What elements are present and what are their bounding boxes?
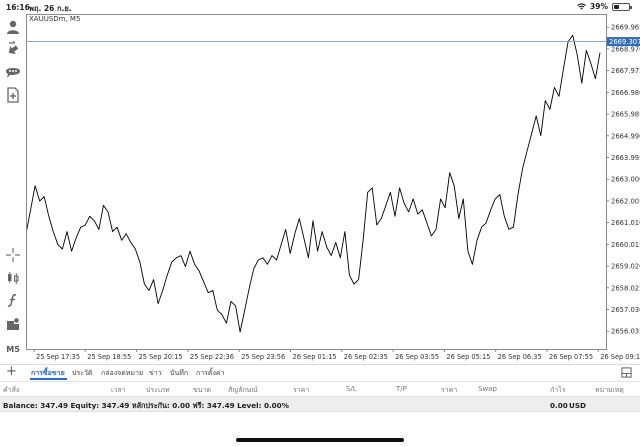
x-tick-label: 25 Sep 18:55 [87, 353, 131, 361]
price-chart[interactable]: 2669.965 2668.970 2667.975 2666.980 2665.985… [25, 14, 640, 364]
y-tick-label: 2660.015 [611, 241, 640, 249]
y-tick-label: 2658.025 [611, 284, 640, 292]
col-order: คำสั่ง [3, 386, 20, 394]
x-tick-label: 26 Sep 06:35 [498, 353, 542, 361]
total-profit: 0.00 [550, 401, 568, 410]
status-time: 16:16 [6, 3, 30, 12]
current-price-label: 2669.307 [609, 38, 640, 46]
x-tick-label: 26 Sep 02:35 [344, 353, 388, 361]
crosshair-icon[interactable] [4, 246, 22, 264]
y-tick-label: 2659.020 [611, 263, 640, 271]
y-axis: 2669.965 2668.970 2667.975 2666.980 2665.985… [606, 24, 640, 336]
col-time: เวลา [111, 386, 126, 394]
objects-icon[interactable] [4, 315, 22, 333]
col-current-price: ราคา [441, 386, 458, 394]
y-tick-label: 2661.010 [611, 219, 640, 227]
plot-frame [26, 14, 607, 350]
col-profit: กำไร [550, 386, 566, 394]
account-icon[interactable] [4, 18, 22, 36]
col-price: ราคา [293, 386, 310, 394]
orders-header: คำสั่ง เวลา ประเภท ขนาด สัญลักษณ์ ราคา S… [0, 381, 640, 395]
col-swap: Swap [478, 385, 497, 393]
wifi-icon [577, 3, 586, 10]
terminal-layout-icon[interactable] [621, 367, 632, 378]
status-bar: 16:16 พฤ. 26 ก.ย. 39% [0, 0, 640, 14]
y-tick-label: 2663.000 [611, 176, 640, 184]
x-tick-label: 26 Sep 07:55 [549, 353, 593, 361]
y-tick-label: 2667.975 [611, 67, 640, 75]
col-type: ประเภท [146, 386, 170, 394]
x-tick-label: 25 Sep 17:35 [36, 353, 80, 361]
y-tick-label: 2662.005 [611, 197, 640, 205]
y-tick-label: 2669.965 [611, 24, 640, 32]
function-icon[interactable] [4, 292, 22, 310]
y-tick-label: 2657.030 [611, 306, 640, 314]
y-tick-label: 2664.990 [611, 132, 640, 140]
chart-canvas[interactable]: 2669.965 2668.970 2667.975 2666.980 2665.985… [25, 14, 640, 364]
tab-history[interactable]: ประวัติ [72, 369, 93, 377]
x-tick-label: 25 Sep 23:56 [241, 353, 285, 361]
left-toolbar: M5 [0, 14, 26, 359]
y-tick-label: 2668.970 [611, 45, 640, 53]
col-tp: T/P [396, 385, 407, 393]
status-date: พฤ. 26 ก.ย. [29, 4, 72, 13]
status-right: 39% [577, 2, 632, 11]
battery-fill [614, 4, 620, 9]
account-currency: USD [569, 401, 586, 410]
current-price-group: 2669.307 [26, 37, 640, 47]
balance-text: Balance: 347.49 Equity: 347.49 หลักประกั… [3, 401, 289, 410]
col-volume: ขนาด [193, 386, 212, 394]
add-icon[interactable]: + [6, 364, 17, 379]
tab-news[interactable]: ข่าว [149, 369, 162, 377]
balance-row: Balance: 347.49 Equity: 347.49 หลักประกั… [0, 396, 640, 412]
y-tick-label: 2666.980 [611, 89, 640, 97]
home-indicator [236, 438, 404, 442]
x-tick-label: 25 Sep 20:15 [139, 353, 183, 361]
col-symbol: สัญลักษณ์ [228, 386, 258, 394]
series-group [25, 34, 601, 333]
col-sl: S/L [346, 385, 357, 393]
add-chart-icon[interactable] [4, 86, 22, 104]
current-price-tag [607, 37, 640, 47]
tab-trade[interactable]: การซื้อขาย [31, 369, 65, 377]
indicators-icon[interactable] [4, 269, 22, 287]
chat-icon[interactable] [4, 63, 22, 81]
price-line [25, 34, 601, 333]
trade-icon[interactable] [4, 40, 22, 58]
x-tick-label: 26 Sep 01:15 [293, 353, 337, 361]
x-axis: 25 Sep 17:35 25 Sep 18:55 25 Sep 20:15 25 S… [33, 349, 640, 361]
chart-symbol-label: XAUUSDm, M5 [29, 15, 81, 23]
battery-percent: 39% [590, 2, 608, 11]
x-tick-label: 25 Sep 22:36 [190, 353, 234, 361]
battery-icon [612, 2, 632, 11]
y-tick-label: 2665.985 [611, 111, 640, 119]
y-tick-label: 2656.035 [611, 328, 640, 336]
col-comment: หมายเหตุ [595, 386, 624, 394]
active-tab-underline [30, 378, 67, 380]
tab-journal[interactable]: บันทึก [170, 369, 189, 377]
tab-settings[interactable]: การตั้งค่า [196, 369, 225, 377]
timeframe-button[interactable]: M5 [6, 344, 20, 354]
x-tick-label: 26 Sep 05:15 [446, 353, 490, 361]
terminal-tabs: + การซื้อขาย ประวัติ กล่องจดหมาย ข่าว บั… [0, 364, 640, 380]
y-tick-label: 2663.995 [611, 154, 640, 162]
x-tick-label: 26 Sep 09:15 [600, 353, 640, 361]
tab-mailbox[interactable]: กล่องจดหมาย [101, 369, 144, 377]
x-tick-label: 26 Sep 03:55 [395, 353, 439, 361]
